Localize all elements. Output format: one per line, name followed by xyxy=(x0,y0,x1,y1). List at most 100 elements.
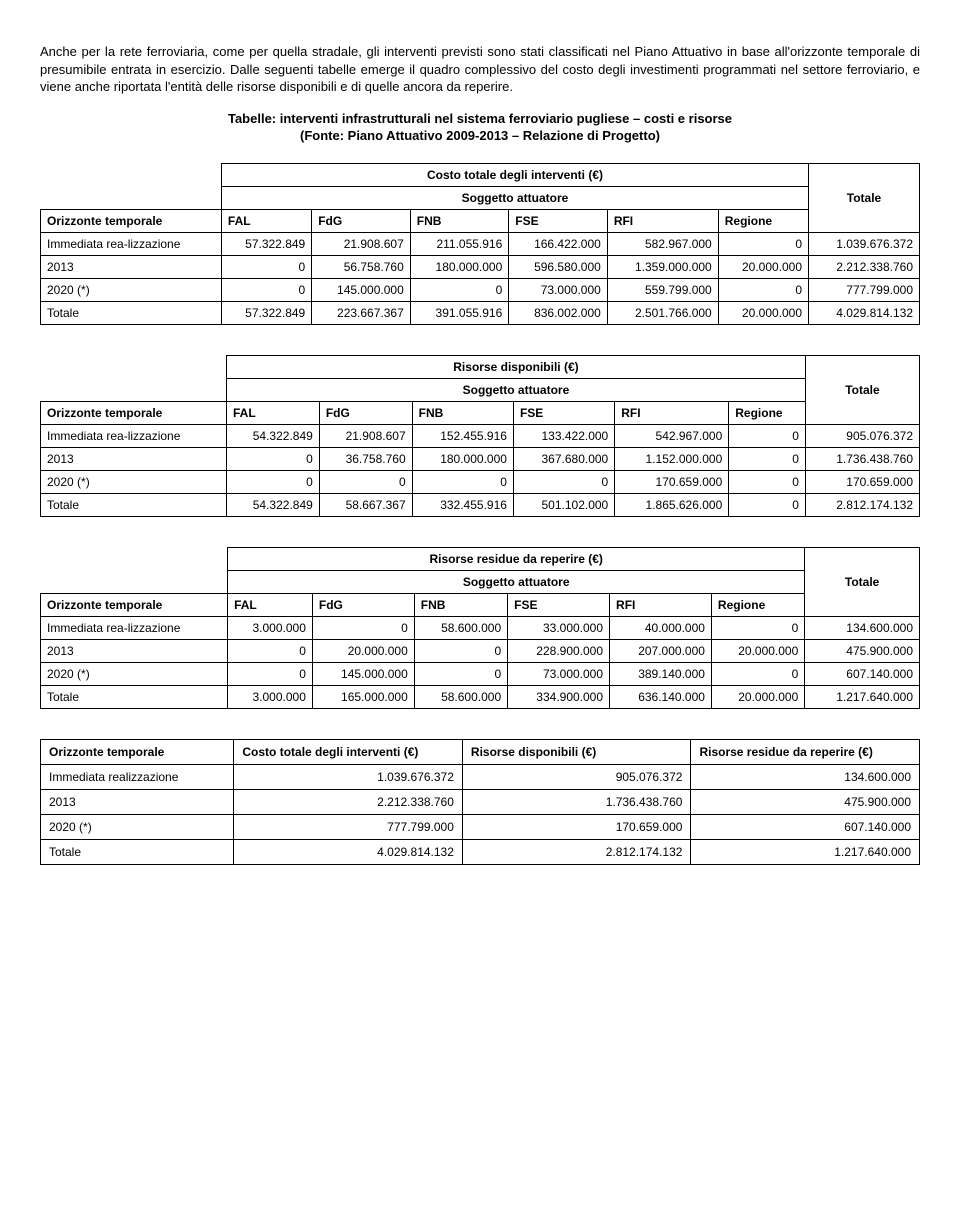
table-row: Totale 4.029.814.132 2.812.174.132 1.217… xyxy=(41,839,920,864)
table2-title: Risorse disponibili (€) xyxy=(226,355,805,378)
intro-paragraph: Anche per la rete ferroviaria, come per … xyxy=(40,43,920,96)
cell: 20.000.000 xyxy=(711,639,804,662)
cell: 332.455.916 xyxy=(412,493,513,516)
cell: 0 xyxy=(412,470,513,493)
cell: 0 xyxy=(729,493,806,516)
cell: 1.217.640.000 xyxy=(691,839,920,864)
cell: 607.140.000 xyxy=(691,814,920,839)
row-label: 2020 (*) xyxy=(41,278,222,301)
cell: 777.799.000 xyxy=(234,814,463,839)
row-label: 2013 xyxy=(41,255,222,278)
cell: 636.140.000 xyxy=(610,685,712,708)
cell: 0 xyxy=(414,662,507,685)
cell: 905.076.372 xyxy=(462,764,691,789)
table1-col-5: Regione xyxy=(718,209,808,232)
col-header: RFI xyxy=(610,593,712,616)
cell: 58.667.367 xyxy=(319,493,412,516)
cell: 0 xyxy=(729,447,806,470)
cell-total: 607.140.000 xyxy=(805,662,920,685)
row-label: 2013 xyxy=(41,447,227,470)
cell-total: 1.039.676.372 xyxy=(809,232,920,255)
cell-total: 2.212.338.760 xyxy=(809,255,920,278)
cell: 1.736.438.760 xyxy=(462,789,691,814)
cell-total: 4.029.814.132 xyxy=(809,301,920,324)
cell: 166.422.000 xyxy=(509,232,608,255)
cell: 0 xyxy=(228,639,313,662)
cell: 389.140.000 xyxy=(610,662,712,685)
cell: 559.799.000 xyxy=(607,278,718,301)
cell: 0 xyxy=(414,639,507,662)
cell: 33.000.000 xyxy=(508,616,610,639)
cell: 40.000.000 xyxy=(610,616,712,639)
cell: 134.600.000 xyxy=(691,764,920,789)
cell: 73.000.000 xyxy=(508,662,610,685)
col-header: Regione xyxy=(711,593,804,616)
cell: 1.039.676.372 xyxy=(234,764,463,789)
cell: 0 xyxy=(319,470,412,493)
cell: 1.359.000.000 xyxy=(607,255,718,278)
cell: 211.055.916 xyxy=(410,232,509,255)
cell: 0 xyxy=(312,616,414,639)
cell: 0 xyxy=(410,278,509,301)
row-label: 2020 (*) xyxy=(41,470,227,493)
table-row: Totale 3.000.000 165.000.000 58.600.000 … xyxy=(41,685,920,708)
row-label: 2013 xyxy=(41,639,228,662)
col-header: FAL xyxy=(228,593,313,616)
cell-total: 475.900.000 xyxy=(805,639,920,662)
cell: 501.102.000 xyxy=(513,493,614,516)
cell: 0 xyxy=(228,662,313,685)
row-label: Totale xyxy=(41,493,227,516)
row-label: Immediata rea-lizzazione xyxy=(41,424,227,447)
table-costo-totale: Costo totale degli interventi (€) Totale… xyxy=(40,163,920,325)
table1-col-1: FdG xyxy=(312,209,411,232)
cell: 58.600.000 xyxy=(414,616,507,639)
summary-table: Orizzonte temporale Costo totale degli i… xyxy=(40,739,920,865)
cell: 0 xyxy=(729,424,806,447)
cell: 0 xyxy=(729,470,806,493)
cell: 0 xyxy=(718,278,808,301)
cell: 180.000.000 xyxy=(410,255,509,278)
cell: 180.000.000 xyxy=(412,447,513,470)
col-header: FAL xyxy=(226,401,319,424)
cell: 0 xyxy=(513,470,614,493)
cell-total: 777.799.000 xyxy=(809,278,920,301)
cell: 391.055.916 xyxy=(410,301,509,324)
table1-row-header: Orizzonte temporale xyxy=(41,209,222,232)
table-row: 2013 0 56.758.760 180.000.000 596.580.00… xyxy=(41,255,920,278)
cell: 596.580.000 xyxy=(509,255,608,278)
col-header: FNB xyxy=(412,401,513,424)
table-row: 2013 0 36.758.760 180.000.000 367.680.00… xyxy=(41,447,920,470)
cell: 367.680.000 xyxy=(513,447,614,470)
cell-total: 1.217.640.000 xyxy=(805,685,920,708)
table-risorse-disponibili: Risorse disponibili (€) Totale Soggetto … xyxy=(40,355,920,517)
cell: 2.501.766.000 xyxy=(607,301,718,324)
row-label: Immediata realizzazione xyxy=(41,764,234,789)
row-label: 2020 (*) xyxy=(41,662,228,685)
row-label: 2020 (*) xyxy=(41,814,234,839)
table-row: Immediata rea-lizzazione 3.000.000 0 58.… xyxy=(41,616,920,639)
cell: 20.000.000 xyxy=(718,301,808,324)
table3-subtitle: Soggetto attuatore xyxy=(228,570,805,593)
cell: 56.758.760 xyxy=(312,255,411,278)
cell-total: 905.076.372 xyxy=(805,424,919,447)
cell: 836.002.000 xyxy=(509,301,608,324)
col-header: FdG xyxy=(319,401,412,424)
table-row: 2020 (*) 777.799.000 170.659.000 607.140… xyxy=(41,814,920,839)
col-header: FSE xyxy=(508,593,610,616)
cell: 1.865.626.000 xyxy=(615,493,729,516)
cell-total: 1.736.438.760 xyxy=(805,447,919,470)
summary-header-2: Risorse disponibili (€) xyxy=(462,739,691,764)
cell: 145.000.000 xyxy=(312,662,414,685)
cell: 133.422.000 xyxy=(513,424,614,447)
cell: 0 xyxy=(226,447,319,470)
cell: 54.322.849 xyxy=(226,493,319,516)
table3-row-header: Orizzonte temporale xyxy=(41,593,228,616)
cell: 20.000.000 xyxy=(312,639,414,662)
col-header: RFI xyxy=(615,401,729,424)
cell: 73.000.000 xyxy=(509,278,608,301)
row-label: Immediata rea-lizzazione xyxy=(41,232,222,255)
caption-line-1: Tabelle: interventi infrastrutturali nel… xyxy=(228,111,732,126)
cell: 21.908.607 xyxy=(319,424,412,447)
cell-total: 134.600.000 xyxy=(805,616,920,639)
table1-title: Costo totale degli interventi (€) xyxy=(221,163,808,186)
